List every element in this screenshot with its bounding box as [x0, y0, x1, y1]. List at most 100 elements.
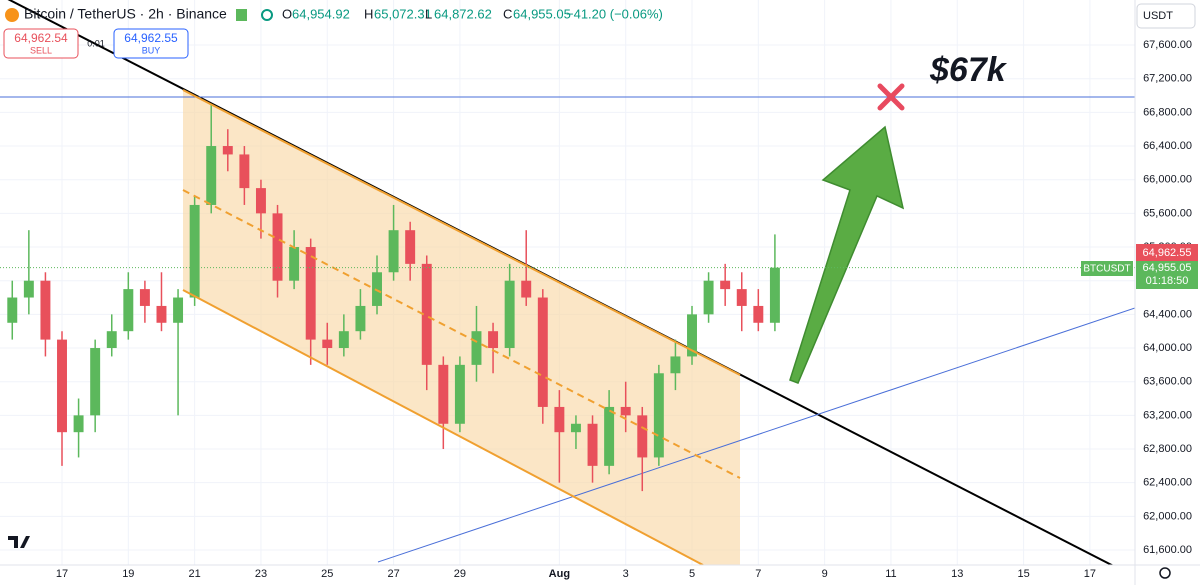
candle-body: [736, 289, 747, 306]
candle-body: [653, 373, 664, 458]
candle-body: [355, 305, 366, 332]
candle-body: [189, 204, 200, 298]
symbol-title: Bitcoin / TetherUS · 2h · Binance: [24, 6, 227, 22]
x-tick-label: 7: [755, 568, 761, 580]
symbol-tag-label: BTCUSDT: [1083, 264, 1130, 275]
ohlc-key: C: [503, 6, 512, 21]
currency-dropdown[interactable]: [1136, 3, 1196, 29]
y-tick-label: 66,000.00: [1143, 174, 1192, 186]
candle-body: [637, 415, 648, 458]
y-tick-label: 65,600.00: [1143, 207, 1192, 219]
settings-icon[interactable]: [1159, 567, 1171, 579]
candle-body: [604, 406, 615, 466]
ohlc-value: 64,955.05: [513, 6, 571, 21]
y-tick-label: 63,600.00: [1143, 376, 1192, 388]
x-tick-label: 25: [321, 568, 333, 580]
y-tick-label: 62,800.00: [1143, 443, 1192, 455]
sell-label: SELL: [30, 45, 52, 55]
candle-body: [139, 289, 150, 306]
candle-body: [421, 263, 432, 365]
x-tick-label: 21: [189, 568, 201, 580]
channel-top: [182, 89, 741, 376]
ohlc-key: L: [425, 6, 432, 21]
x-tick-label: 11: [885, 568, 896, 580]
y-tick-label: 64,000.00: [1143, 342, 1192, 354]
x-tick-label: 19: [122, 568, 134, 580]
quantity: 0.01: [87, 38, 105, 48]
ohlc-key: H: [364, 6, 373, 21]
channel-fill: [183, 90, 740, 565]
candle-body: [239, 154, 250, 189]
y-tick-label: 63,200.00: [1143, 409, 1192, 421]
candle-body: [156, 305, 167, 323]
sell-price: 64,962.54: [14, 31, 68, 45]
candle-body: [587, 423, 598, 466]
buy-label: BUY: [142, 45, 161, 55]
countdown: 01:18:50: [1146, 275, 1189, 287]
candle-body: [720, 280, 731, 290]
candle-body: [106, 331, 117, 349]
x-tick-label: 13: [951, 568, 963, 580]
candle-body: [90, 348, 101, 416]
y-tick-label: 62,000.00: [1143, 510, 1192, 522]
candle-body: [206, 146, 217, 205]
candle-body: [222, 146, 233, 155]
channel-bottom: [182, 289, 704, 565]
sell-button[interactable]: [3, 28, 79, 59]
candles: [7, 103, 780, 492]
y-tick-label: 64,400.00: [1143, 308, 1192, 320]
candle-body: [73, 415, 84, 433]
candle-body: [454, 364, 465, 424]
y-tick-label: 66,800.00: [1143, 106, 1192, 118]
candle-body: [753, 305, 764, 323]
x-tick-label: 17: [56, 568, 68, 580]
candle-body: [670, 356, 681, 374]
tv-logo: [8, 536, 30, 548]
y-tick-label: 66,400.00: [1143, 140, 1192, 152]
symbol-tag: [1081, 261, 1133, 276]
annotation: $67k: [929, 51, 1008, 89]
x-tick-label: 5: [689, 568, 695, 580]
x-tick-label: 15: [1017, 568, 1029, 580]
change: −41.20 (−0.06%): [566, 6, 663, 21]
x-tick-label: 9: [822, 568, 828, 580]
y-tick-label: 61,600.00: [1143, 544, 1192, 556]
currency: USDT: [1143, 10, 1173, 22]
buy-button[interactable]: [113, 28, 189, 59]
channel-mid: [182, 189, 741, 479]
ask-tag: [1136, 244, 1198, 261]
target-x: [877, 83, 905, 111]
x-tick-label: 29: [454, 568, 466, 580]
channel-lines: [182, 83, 905, 565]
candle-body: [471, 331, 482, 365]
arrow: [789, 125, 905, 384]
candle-body: [521, 280, 532, 298]
candle-body: [7, 297, 18, 323]
last-tag-label: 64,955.05: [1143, 262, 1192, 274]
flag-icon[interactable]: [236, 9, 247, 21]
candle-body: [488, 331, 499, 349]
candle-body: [372, 272, 382, 306]
price-axis: [1135, 0, 1200, 585]
y-tick-label: 62,400.00: [1143, 477, 1192, 489]
axis-labels: 67,600.00 67,200.00 66,800.00 66,400.00 66,0…: [56, 39, 1192, 580]
candle-body: [703, 280, 714, 315]
candle-body: [23, 280, 34, 298]
ohlc-value: 64,872.62: [434, 6, 492, 21]
x-tick-label: 17: [1084, 568, 1096, 580]
candle-body: [504, 280, 515, 349]
ohlc-key: O: [282, 6, 292, 21]
candle-body: [57, 339, 67, 433]
ohlc-value: 64,954.92: [292, 6, 350, 21]
candle-body: [255, 188, 266, 214]
candle-body: [173, 297, 184, 323]
candle-body: [438, 364, 449, 424]
status-icon: [261, 9, 273, 21]
x-tick-label: 27: [387, 568, 399, 580]
ohlc-value: 65,072.31: [374, 6, 432, 21]
candle-body: [554, 406, 565, 433]
buy-price: 64,962.55: [124, 31, 178, 45]
candle-body: [305, 247, 316, 340]
